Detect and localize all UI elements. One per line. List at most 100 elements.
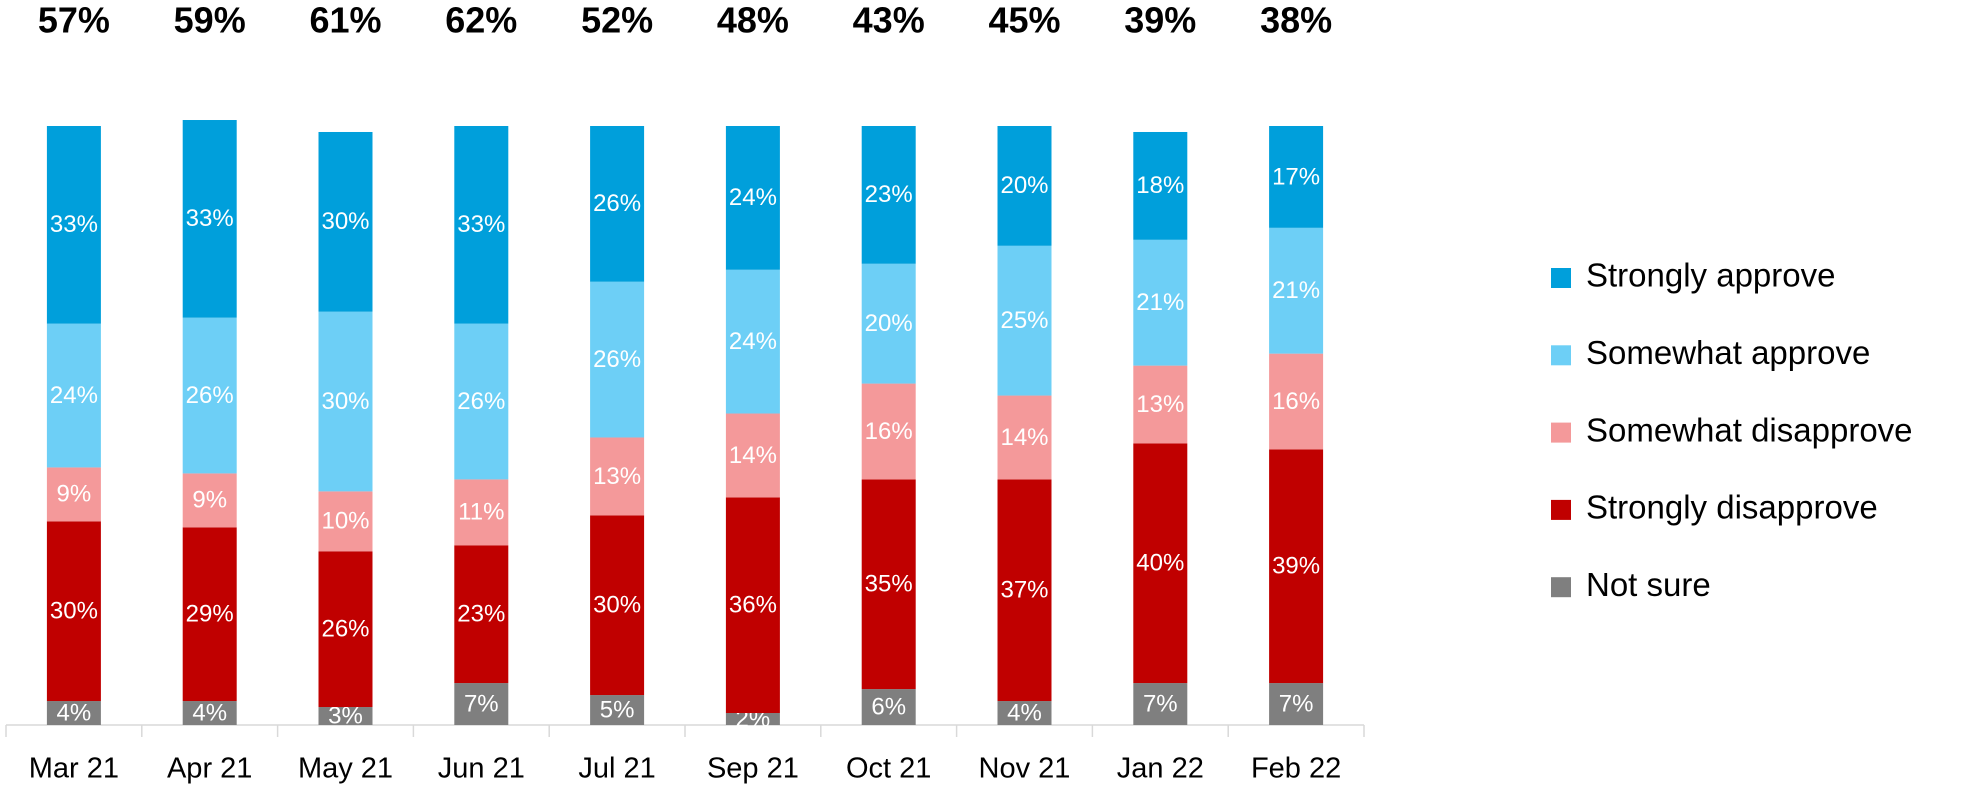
data-label: 24% bbox=[729, 328, 777, 355]
data-label: 30% bbox=[593, 592, 641, 619]
bar-segment bbox=[590, 281, 645, 438]
bar-segment bbox=[861, 263, 916, 384]
data-label: 9% bbox=[192, 487, 227, 514]
legend-label: Somewhat approve bbox=[1586, 334, 1870, 371]
data-label: 26% bbox=[593, 346, 641, 373]
data-label: 33% bbox=[186, 205, 234, 232]
x-tick-label: Jul 21 bbox=[578, 753, 655, 785]
bar-segment bbox=[997, 701, 1052, 725]
legend-label: Strongly approve bbox=[1586, 257, 1835, 294]
legend-swatch bbox=[1551, 499, 1571, 520]
total-label: 62% bbox=[445, 0, 517, 41]
bar-segment bbox=[590, 437, 645, 516]
bar-segment bbox=[725, 126, 780, 270]
bar-segment bbox=[454, 126, 509, 324]
x-tick-label: Mar 21 bbox=[29, 753, 119, 785]
total-label: 61% bbox=[309, 0, 381, 41]
data-label: 36% bbox=[729, 592, 777, 619]
bar-segment bbox=[318, 707, 373, 725]
bar-segment bbox=[861, 383, 916, 480]
data-label: 23% bbox=[457, 601, 505, 628]
bar-segment bbox=[1133, 365, 1188, 444]
bar-segment bbox=[182, 701, 237, 725]
bar-segment bbox=[46, 323, 101, 468]
bar-segment bbox=[46, 126, 101, 324]
bar-segment bbox=[1269, 126, 1324, 228]
bar-segment bbox=[725, 497, 780, 714]
data-label: 4% bbox=[192, 699, 227, 726]
bar-segment bbox=[318, 311, 373, 492]
x-tick-label: Feb 22 bbox=[1251, 753, 1341, 785]
data-label: 23% bbox=[865, 181, 913, 208]
data-label: 11% bbox=[458, 499, 504, 526]
data-label: 20% bbox=[1000, 172, 1048, 199]
x-tick-label: Apr 21 bbox=[167, 753, 252, 785]
bar-segment bbox=[1269, 227, 1324, 354]
bar-segment bbox=[46, 701, 101, 725]
bar-segment bbox=[997, 479, 1052, 702]
x-tick-label: Jan 22 bbox=[1117, 753, 1204, 785]
bar-segment bbox=[182, 527, 237, 702]
bar-segment bbox=[1133, 683, 1188, 725]
total-label: 48% bbox=[717, 0, 789, 41]
data-label: 6% bbox=[871, 693, 906, 720]
data-label: 16% bbox=[1272, 388, 1320, 415]
x-tick-label: May 21 bbox=[298, 753, 393, 785]
bar-segment bbox=[1133, 239, 1188, 366]
bar-segment bbox=[46, 467, 101, 522]
bar-segment bbox=[725, 413, 780, 498]
data-label: 10% bbox=[321, 508, 369, 535]
total-label: 52% bbox=[581, 0, 653, 41]
bar-segment bbox=[182, 120, 237, 318]
bar-segment bbox=[454, 479, 509, 546]
data-label: 35% bbox=[865, 571, 913, 598]
total-label: 39% bbox=[1124, 0, 1196, 41]
data-label: 13% bbox=[1136, 391, 1184, 418]
bar-segment bbox=[590, 126, 645, 282]
data-label: 16% bbox=[865, 418, 913, 445]
data-label: 4% bbox=[1007, 699, 1042, 726]
bar-segment bbox=[997, 245, 1052, 396]
data-label: 4% bbox=[57, 699, 92, 726]
bar-segment bbox=[861, 126, 916, 264]
bar-segment bbox=[318, 131, 373, 312]
data-label: 40% bbox=[1136, 550, 1184, 577]
data-label: 7% bbox=[1143, 690, 1178, 717]
total-label: 59% bbox=[174, 0, 246, 41]
bar-segment bbox=[861, 479, 916, 690]
data-label: 9% bbox=[57, 481, 92, 508]
data-label: 29% bbox=[186, 601, 234, 628]
bar-segment bbox=[725, 269, 780, 414]
bar-segment bbox=[318, 551, 373, 708]
bar-segment bbox=[182, 317, 237, 474]
data-label: 18% bbox=[1136, 172, 1184, 199]
bar-segment bbox=[1269, 449, 1324, 684]
total-label: 38% bbox=[1260, 0, 1332, 41]
total-label: 43% bbox=[853, 0, 925, 41]
bar-segment bbox=[997, 395, 1052, 480]
data-label: 26% bbox=[593, 190, 641, 217]
data-label: 14% bbox=[1000, 424, 1048, 451]
data-label: 21% bbox=[1136, 289, 1184, 316]
legend-swatch bbox=[1551, 268, 1571, 288]
data-label: 14% bbox=[729, 442, 777, 469]
legend-label: Somewhat disapprove bbox=[1586, 411, 1913, 448]
x-tick-label: Jun 21 bbox=[438, 753, 525, 785]
bar-segment bbox=[590, 515, 645, 696]
data-label: 5% bbox=[600, 696, 635, 723]
bar-segment bbox=[997, 126, 1052, 246]
bar-segment bbox=[454, 683, 509, 725]
data-label: 7% bbox=[464, 690, 499, 717]
data-label: 30% bbox=[321, 208, 369, 235]
bar-segment bbox=[725, 713, 780, 725]
bar-segment bbox=[861, 689, 916, 725]
legend-swatch bbox=[1551, 577, 1571, 598]
x-tick-label: Nov 21 bbox=[979, 753, 1071, 785]
legend-swatch bbox=[1551, 422, 1571, 443]
bar-segment bbox=[318, 491, 373, 552]
total-label: 57% bbox=[38, 0, 110, 41]
legend-label: Strongly disapprove bbox=[1586, 489, 1878, 526]
bar-segment bbox=[46, 521, 101, 702]
bar-segment bbox=[1269, 683, 1324, 725]
